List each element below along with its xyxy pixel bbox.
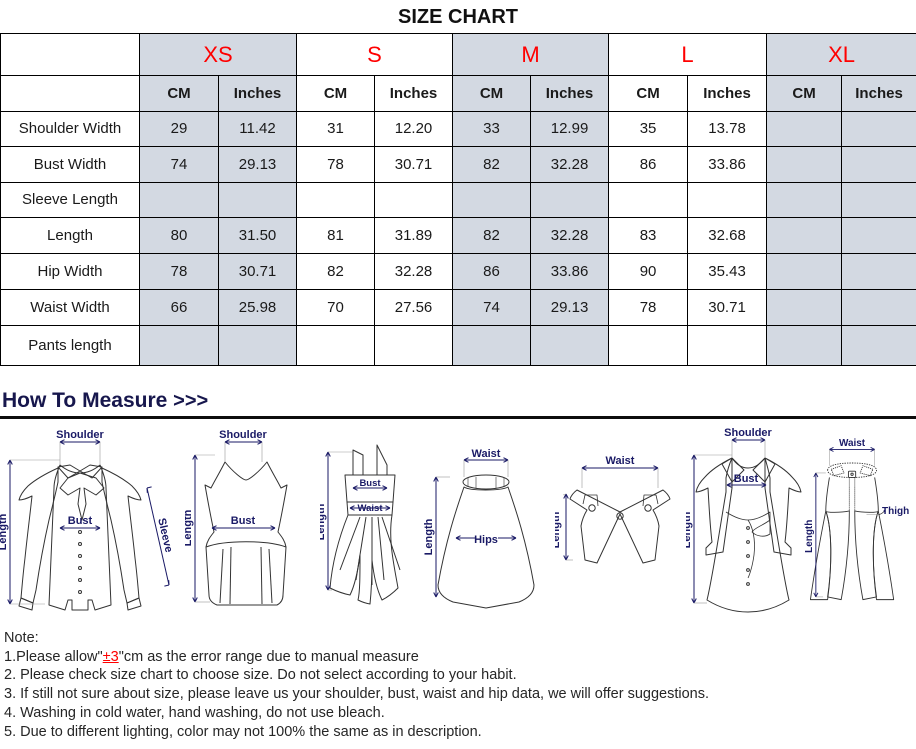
svg-text:Length: Length (555, 511, 562, 548)
svg-text:Waist: Waist (358, 503, 384, 514)
svg-text:Bust: Bust (231, 515, 256, 527)
svg-text:Length: Length (686, 511, 693, 548)
svg-text:Hips: Hips (474, 534, 498, 546)
svg-text:Length: Length (185, 509, 194, 546)
svg-text:Shoulder: Shoulder (724, 427, 772, 439)
svg-text:Waist: Waist (839, 438, 866, 449)
svg-text:Waist: Waist (606, 455, 635, 467)
svg-text:Length: Length (804, 520, 815, 553)
svg-text:Length: Length (320, 503, 327, 540)
svg-text:Shoulder: Shoulder (56, 429, 104, 441)
svg-text:Bust: Bust (68, 515, 93, 527)
svg-text:Length: Length (423, 518, 435, 555)
svg-text:Bust: Bust (734, 473, 759, 485)
svg-text:Length: Length (0, 513, 9, 550)
svg-text:Bust: Bust (359, 478, 381, 489)
svg-text:Waist: Waist (472, 448, 501, 460)
svg-text:Shoulder: Shoulder (219, 429, 267, 441)
